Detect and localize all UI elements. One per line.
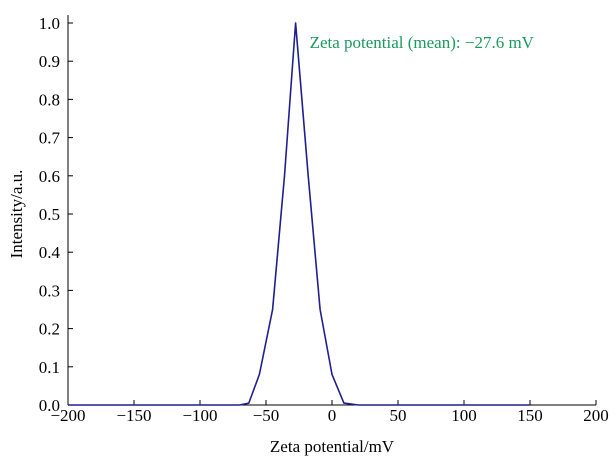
y-tick-label: 0.8 — [39, 90, 60, 109]
y-tick-label: 0.9 — [39, 52, 60, 71]
y-axis-ticks: 0.0 0.1 0.2 0.3 0.4 0.5 0.6 0.7 0.8 0.9 1.0 — [39, 14, 73, 415]
x-tick-label: 150 — [517, 406, 543, 425]
y-tick-label: 0.6 — [39, 167, 60, 186]
x-tick-label: −150 — [116, 406, 151, 425]
y-tick-label: 1.0 — [39, 14, 60, 33]
x-tick-label: 50 — [390, 406, 407, 425]
x-tick-label: 0 — [328, 406, 337, 425]
x-tick-label: 100 — [451, 406, 477, 425]
x-tick-label: −50 — [253, 406, 280, 425]
mean-annotation: Zeta potential (mean): −27.6 mV — [310, 33, 535, 52]
y-tick-label: 0.5 — [39, 205, 60, 224]
y-tick-label: 0.3 — [39, 281, 60, 300]
y-tick-label: 0.7 — [39, 129, 61, 148]
x-tick-label: 200 — [583, 406, 609, 425]
series-line — [68, 22, 530, 406]
y-tick-label: 0.4 — [39, 243, 61, 262]
x-tick-label: −100 — [182, 406, 217, 425]
x-tick-label: −200 — [50, 406, 85, 425]
x-axis-ticks: −200 −150 −100 −50 0 50 100 150 200 — [50, 400, 609, 425]
y-tick-label: 0.0 — [39, 396, 60, 415]
y-axis-title: Intensity/a.u. — [7, 170, 26, 259]
plot-area — [68, 22, 530, 406]
axes — [67, 15, 596, 406]
y-tick-label: 0.2 — [39, 320, 60, 339]
x-axis-title: Zeta potential/mV — [270, 437, 395, 456]
y-tick-label: 0.1 — [39, 358, 60, 377]
